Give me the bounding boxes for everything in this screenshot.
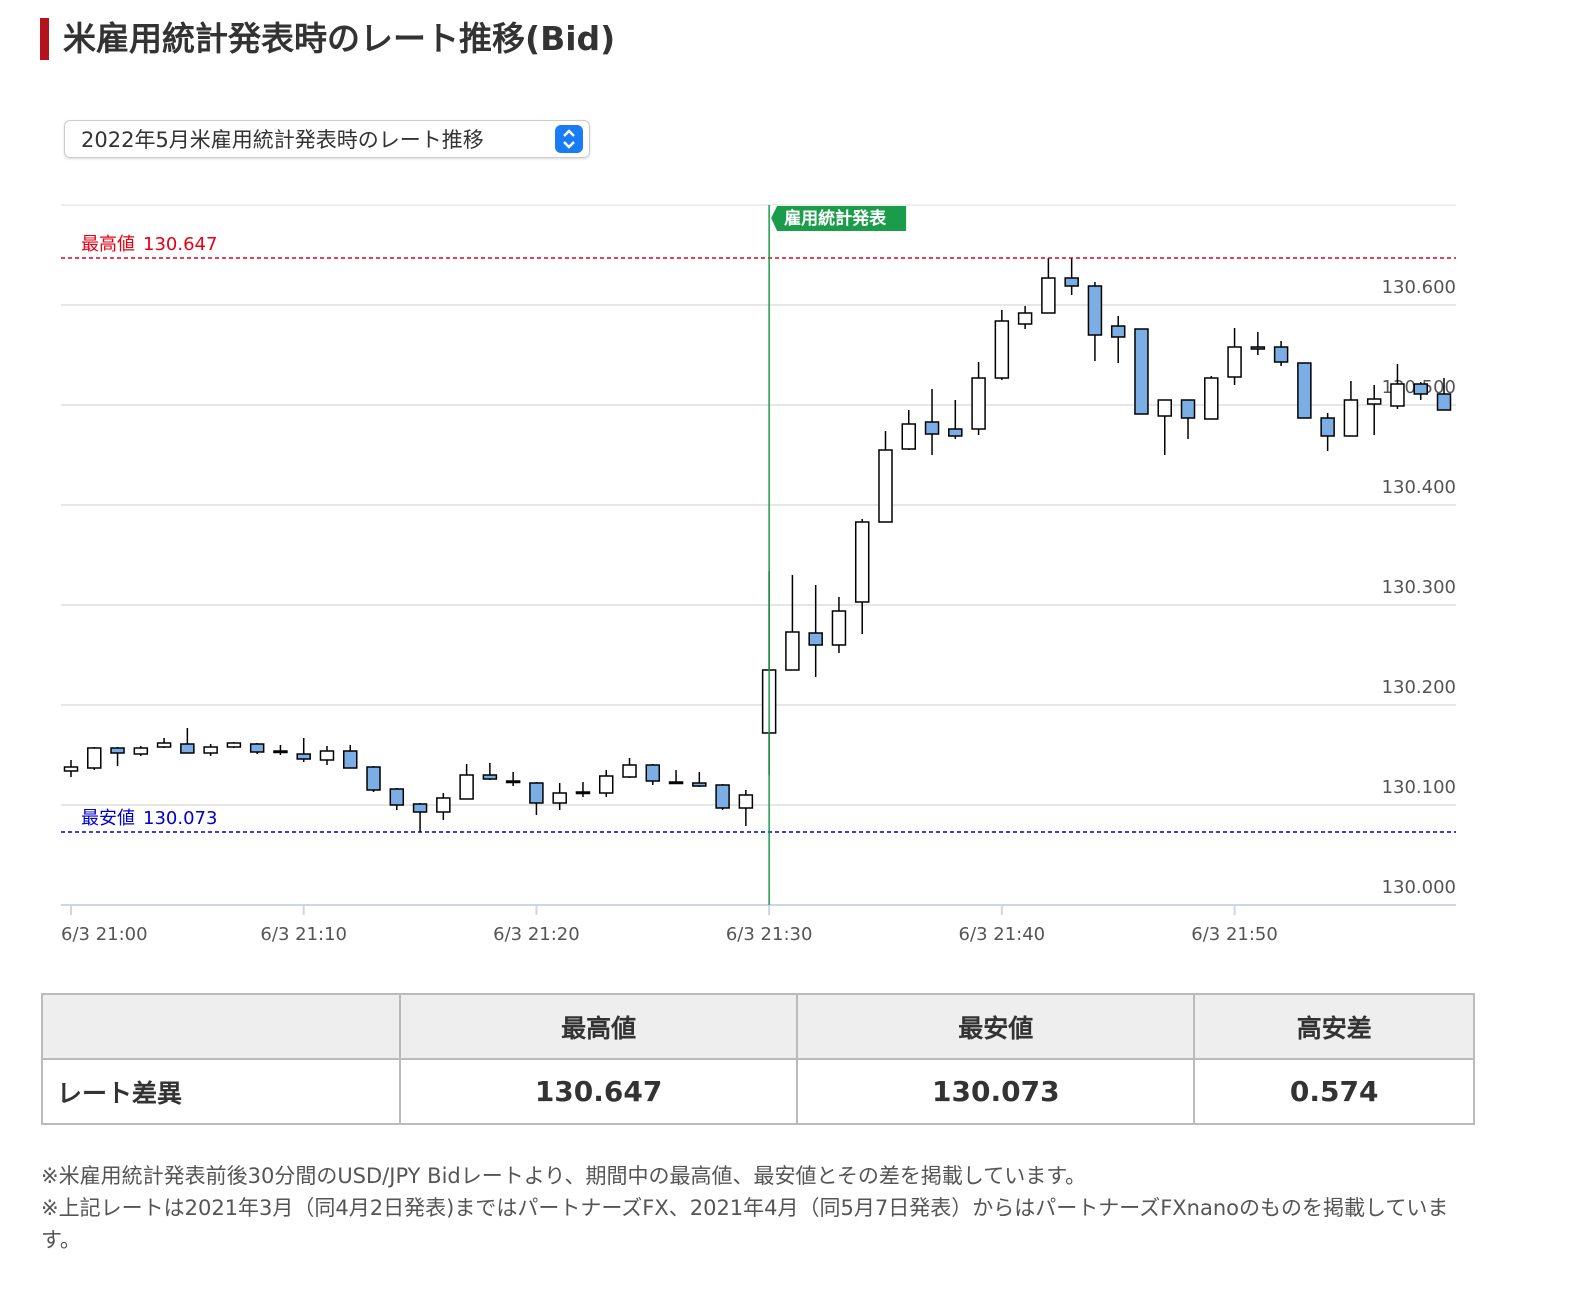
candle-body — [180, 743, 195, 754]
y-tick-label: 130.400 — [1382, 477, 1456, 498]
y-tick-label: 130.000 — [1382, 877, 1456, 898]
corner-cell — [41, 993, 401, 1060]
candle-body — [1390, 383, 1405, 407]
candle-body — [296, 753, 311, 760]
candle-body — [1366, 398, 1382, 405]
candle-body — [87, 747, 102, 769]
select-icon — [555, 125, 583, 153]
level-label-value: 130.647 — [143, 234, 217, 255]
column-header: 最高値 — [398, 993, 799, 1060]
candle-body — [552, 792, 567, 804]
candle-body — [1320, 417, 1335, 437]
candle-body — [156, 742, 172, 748]
candle-body — [249, 743, 265, 753]
level-label-name: 最安値 — [81, 808, 135, 829]
candle-body — [505, 780, 521, 784]
candle-body — [1273, 346, 1289, 363]
column-header: 高安差 — [1193, 993, 1475, 1060]
candle-body — [1413, 383, 1428, 395]
summary-table: 最高値 最安値 高安差 レート差異 130.647 130.073 0.574 — [41, 993, 1475, 1125]
candle-body — [203, 746, 218, 754]
candle-body — [575, 791, 591, 795]
select-text: 2022年5月米雇用統計発表時のレート推移 — [81, 128, 484, 152]
event-label: 雇用統計発表 — [784, 208, 887, 229]
candle-body — [343, 750, 358, 769]
candle-body — [1250, 346, 1266, 350]
y-tick-label: 130.100 — [1382, 777, 1456, 798]
x-tick-label: 6/3 21:20 — [493, 924, 580, 945]
x-tick-label: 6/3 21:10 — [260, 924, 347, 945]
notes: ※米雇用統計発表前後30分間のUSD/JPY Bidレートより、期間中の最高値、… — [41, 1160, 1461, 1256]
period-select[interactable]: 2022年5月米雇用統計発表時のレート推移 — [64, 120, 590, 158]
candle-body — [924, 421, 940, 435]
candle-body — [1087, 285, 1103, 336]
column-header: 最安値 — [796, 993, 1196, 1060]
level-label: 最安値 130.073 — [81, 808, 217, 829]
candle-body — [1343, 399, 1359, 437]
page-title: 米雇用統計発表時のレート推移(Bid) — [40, 18, 615, 60]
candle-body — [1110, 325, 1126, 338]
candle-body — [436, 797, 451, 813]
cell: 0.574 — [1193, 1058, 1475, 1125]
event-flag — [771, 206, 907, 231]
candle-body — [226, 742, 242, 748]
candle-body — [994, 320, 1010, 379]
candle-body — [1436, 393, 1452, 411]
row-label: レート差異 — [41, 1058, 401, 1125]
candle-body — [1017, 312, 1033, 325]
candle-body — [1204, 377, 1219, 420]
candle-body — [878, 449, 893, 523]
y-tick-label: 130.300 — [1382, 577, 1456, 598]
candle-body — [273, 750, 288, 754]
x-tick-label: 6/3 21:50 — [1191, 924, 1278, 945]
candle-body — [598, 775, 614, 794]
candle-body — [1180, 399, 1196, 419]
candle-body — [971, 377, 986, 430]
note: ※上記レートは2021年3月（同4月2日発表)まではパートナーズFX、2021年… — [41, 1196, 1449, 1252]
chart: 130.000130.100130.200130.300130.400130.5… — [61, 204, 1456, 945]
candle-body — [948, 428, 963, 437]
candle-body — [738, 794, 754, 809]
candle-body — [622, 764, 637, 778]
level-label: 最高値 130.647 — [81, 234, 217, 255]
x-tick-label: 6/3 21:00 — [61, 924, 148, 945]
candle-body — [808, 632, 823, 646]
candle-body — [133, 747, 149, 755]
candle-body — [366, 766, 381, 791]
x-tick-label: 6/3 21:30 — [726, 924, 813, 945]
cell: 130.073 — [796, 1058, 1196, 1125]
candle-body — [1297, 362, 1312, 419]
candle-body — [854, 521, 870, 603]
candle-body — [412, 803, 428, 813]
x-tick-label: 6/3 21:40 — [959, 924, 1046, 945]
candle-body — [110, 747, 125, 754]
candle-body — [715, 784, 730, 809]
candle-body — [1064, 277, 1079, 287]
candle-body — [1227, 346, 1242, 378]
note: ※米雇用統計発表前後30分間のUSD/JPY Bidレートより、期間中の最高値、… — [41, 1164, 1087, 1188]
candle-body — [785, 631, 800, 671]
y-tick-label: 130.600 — [1382, 277, 1456, 298]
candle-body — [529, 782, 544, 804]
level-label-name: 最高値 — [81, 234, 135, 255]
candle-body — [482, 774, 498, 780]
level-label-value: 130.073 — [143, 808, 217, 829]
cell: 130.647 — [398, 1058, 799, 1125]
candle-body — [389, 788, 405, 806]
candle-body — [692, 782, 707, 787]
candle-body — [319, 750, 335, 761]
candle-body — [1041, 277, 1056, 314]
candle-body — [831, 610, 847, 646]
candle-body — [668, 781, 684, 785]
candle-body — [1157, 399, 1172, 417]
candle-body — [645, 764, 661, 782]
candle-body — [459, 774, 474, 800]
y-tick-label: 130.200 — [1382, 677, 1456, 698]
candle-body — [63, 766, 79, 772]
candle-body — [1134, 328, 1149, 415]
candle-body — [901, 423, 917, 450]
